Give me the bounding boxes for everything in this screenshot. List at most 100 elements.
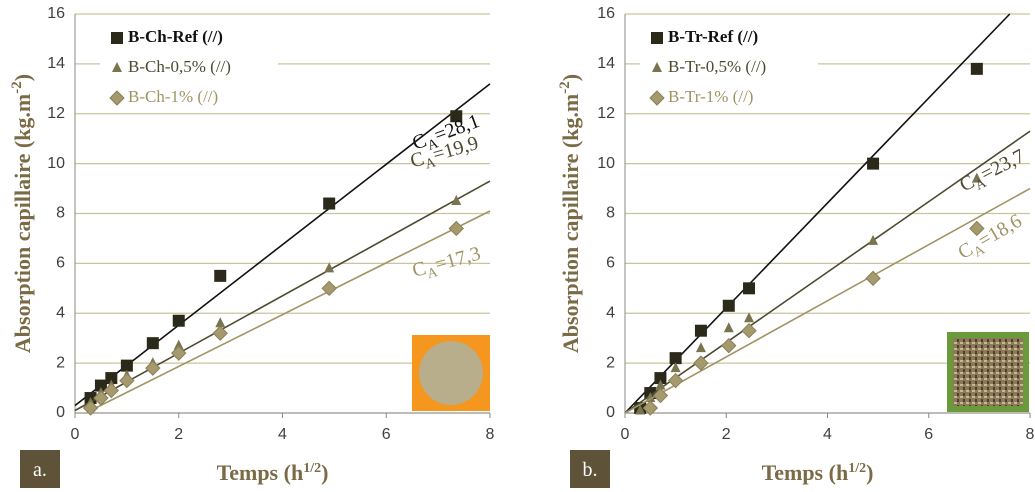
marker-triangle: [451, 195, 462, 206]
marker-triangle: [670, 362, 681, 373]
x-label-end: ): [866, 460, 873, 485]
marker-diamond: [741, 322, 757, 339]
marker-triangle: [971, 172, 982, 183]
fit-line: [90, 210, 491, 412]
marker-square: [450, 110, 463, 123]
legend-marker: [649, 90, 665, 106]
fit-line: [624, 13, 1011, 414]
y-tick-label: 6: [606, 255, 615, 272]
legend-marker: [651, 32, 663, 44]
y-tick-label: 0: [56, 404, 65, 421]
marker-diamond: [642, 400, 659, 416]
marker-triangle: [635, 404, 646, 415]
marker-triangle: [695, 342, 706, 353]
marker-square: [105, 372, 118, 385]
marker-diamond: [693, 355, 709, 371]
y-label-main: Absorption capillaire (kg.m: [558, 94, 583, 353]
marker-square: [146, 337, 159, 350]
y-tick-label: 0: [606, 404, 615, 421]
legend-label: B-Tr-Ref (//): [668, 27, 758, 46]
x-tick-label: 0: [71, 426, 80, 443]
y-tick-label: 14: [47, 55, 65, 72]
marker-diamond: [145, 360, 161, 376]
chart-panel: 024681012141602468CA=33,6CA=23,7CA=18,6B…: [557, 5, 1035, 488]
fit-line: [74, 180, 491, 412]
legend-box: [100, 20, 278, 112]
y-tick-label: 10: [47, 155, 65, 172]
sample-disc: [419, 341, 483, 405]
marker-diamond: [448, 220, 464, 237]
marker-square: [120, 359, 133, 372]
marker-diamond: [969, 220, 985, 237]
marker-square: [172, 314, 185, 327]
x-tick-label: 6: [382, 426, 391, 443]
y-tick-label: 8: [56, 205, 65, 222]
y-axis-label: Absorption capillaire (kg.m-2): [9, 74, 35, 353]
marker-diamond: [212, 325, 228, 341]
y-tick-label: 2: [606, 354, 615, 371]
marker-square: [654, 372, 667, 385]
legend-label: B-Tr-1% (//): [668, 87, 753, 106]
marker-triangle: [655, 379, 666, 390]
y-tick-label: 4: [606, 304, 615, 321]
x-tick-label: 6: [924, 426, 933, 443]
annotation-c: C: [408, 148, 427, 173]
marker-diamond: [171, 345, 187, 361]
marker-triangle: [868, 234, 879, 245]
marker-diamond: [865, 270, 881, 287]
marker-square: [323, 197, 336, 210]
marker-square: [722, 299, 735, 312]
x-tick-label: 0: [621, 426, 630, 443]
marker-square: [94, 379, 107, 392]
marker-diamond: [82, 400, 99, 416]
x-axis-label: Temps (h1/2): [762, 460, 874, 485]
legend-marker: [109, 90, 125, 106]
legend-marker: [111, 32, 123, 44]
marker-square: [669, 352, 682, 365]
x-label-sup: 1/2: [303, 461, 321, 476]
legend-box: [640, 20, 818, 112]
marker-square: [214, 269, 227, 282]
panel-label: b.: [583, 459, 598, 481]
marker-diamond: [667, 372, 684, 389]
y-label-end: ): [10, 74, 35, 81]
x-tick-label: 4: [278, 426, 287, 443]
marker-diamond: [321, 280, 337, 297]
x-label-main: Temps (h: [217, 460, 304, 485]
y-tick-label: 2: [56, 354, 65, 371]
marker-triangle: [723, 322, 734, 333]
fit-line: [74, 83, 491, 407]
y-label-end: ): [558, 74, 583, 81]
marker-triangle: [744, 312, 755, 323]
legend-marker: [652, 62, 662, 72]
x-label-end: ): [321, 460, 328, 485]
x-tick-label: 4: [823, 426, 832, 443]
y-tick-label: 4: [56, 304, 65, 321]
y-tick-label: 14: [597, 55, 615, 72]
y-tick-label: 10: [597, 155, 615, 172]
fit-line: [624, 130, 1031, 414]
sample-photo: [947, 332, 1029, 412]
marker-square: [743, 282, 756, 295]
legend-label: B-Ch-0,5% (//): [128, 57, 231, 76]
marker-diamond: [93, 390, 109, 406]
marker-triangle: [324, 262, 335, 273]
y-tick-label: 16: [47, 5, 65, 22]
panel-label-box: [20, 450, 60, 488]
fit-line: [624, 187, 1031, 414]
legend-label: B-Ch-Ref (//): [128, 27, 223, 46]
marker-square: [694, 324, 707, 337]
y-tick-label: 8: [606, 205, 615, 222]
marker-square: [867, 157, 880, 170]
y-label-sup: -2: [557, 81, 573, 94]
marker-diamond: [119, 372, 135, 389]
y-tick-label: 6: [56, 255, 65, 272]
marker-square: [970, 62, 983, 75]
x-axis-label: Temps (h1/2): [217, 460, 329, 485]
x-tick-label: 8: [486, 426, 495, 443]
y-axis-label: Absorption capillaire (kg.m-2): [557, 74, 583, 353]
x-tick-label: 2: [174, 426, 183, 443]
legend-marker: [112, 62, 122, 72]
